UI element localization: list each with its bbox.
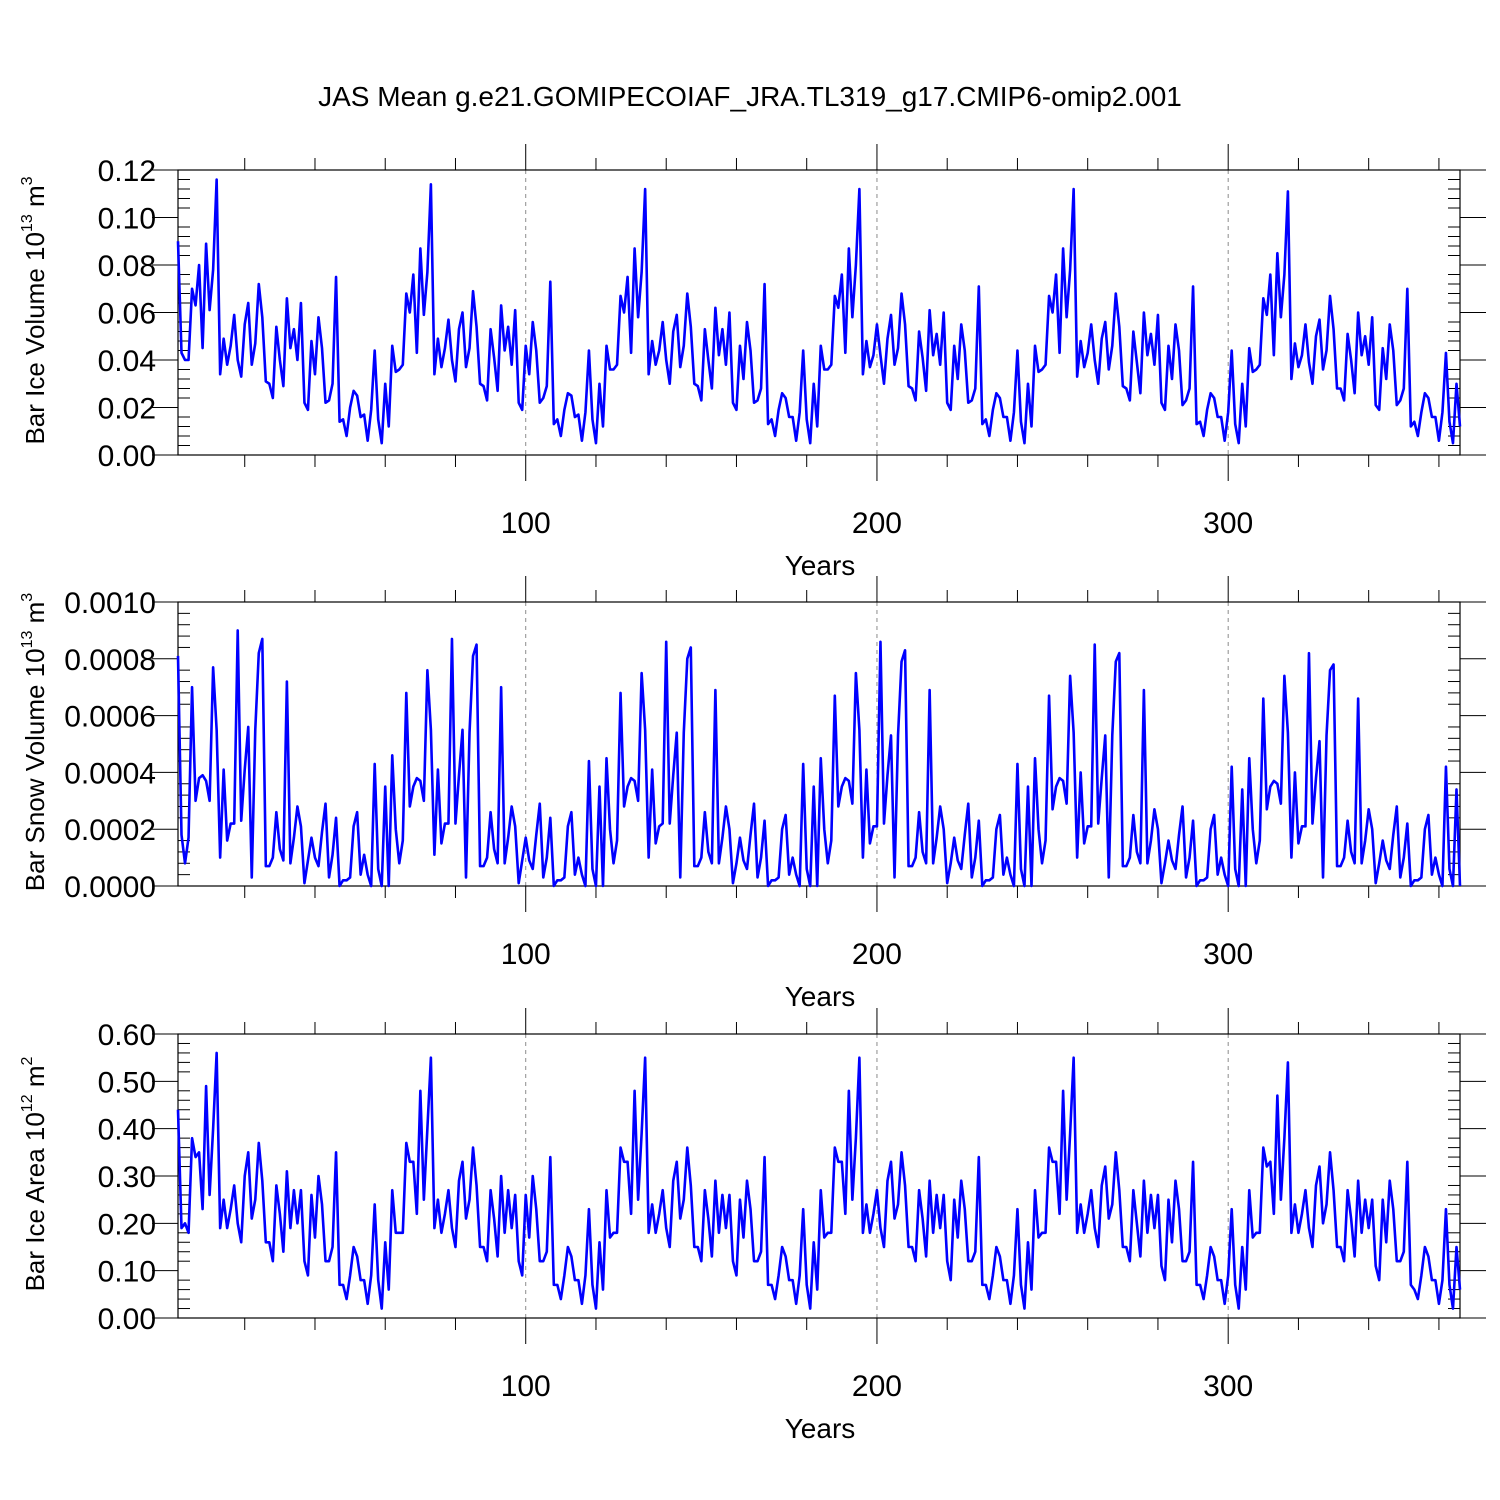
panel-volume-xtick-label-100: 100 (501, 507, 551, 540)
panel-volume-ytick-label-1: 0.02 (98, 393, 156, 426)
panel-volume-xlabel: Years (785, 550, 856, 581)
panel-snow-xtick-label-200: 200 (852, 938, 902, 971)
panel-snow-ytick-label-5: 0.0010 (64, 587, 156, 620)
panel-area-ytick-label-2: 0.20 (98, 1208, 156, 1241)
panel-snow-frame (177, 601, 1461, 887)
panel-area-ticks: 100 200 300 0.00 0.10 0.20 0.30 0.40 0.50 0.60 (98, 1008, 1486, 1403)
panel-area: 100 200 300 0.00 0.10 0.20 0.30 0.40 0.50 0.60 Ye… (19, 1008, 1486, 1444)
panel-volume-ytick-label-2: 0.04 (98, 345, 156, 378)
panel-area-frame (177, 1033, 1461, 1319)
panel-volume-xtick-label-300: 300 (1203, 507, 1253, 540)
panel-area-ytick-label-0: 0.00 (98, 1303, 156, 1336)
panel-snow-ytick-label-3: 0.0006 (64, 701, 156, 734)
panel-area-ytick-label-1: 0.10 (98, 1256, 156, 1289)
panel-area-xtick-label-200: 200 (852, 1370, 902, 1403)
panel-volume-ytick-label-3: 0.06 (98, 298, 156, 331)
panel-volume-frame (177, 169, 1461, 456)
panel-snow-ticks: 100 200 300 0.0000 0.0002 0.0004 0.0006 0.0008 0… (64, 576, 1486, 971)
panel-snow: 100 200 300 0.0000 0.0002 0.0004 0.0006 0.0008 0… (19, 576, 1486, 1012)
panel-area-ytick-label-6: 0.60 (98, 1019, 156, 1052)
panel-area-ytick-label-5: 0.50 (98, 1066, 156, 1099)
panel-snow-ytick-label-1: 0.0002 (64, 814, 156, 847)
panel-volume-ylabel: Bar Ice Volume 1013 m3 (19, 176, 50, 444)
panel-area-xtick-label-300: 300 (1203, 1370, 1253, 1403)
panel-snow-ytick-label-4: 0.0008 (64, 644, 156, 677)
panel-snow-xtick-label-100: 100 (501, 938, 551, 971)
panel-area-xlabel: Years (785, 1413, 856, 1444)
panel-area-series-line (176, 1051, 1462, 1310)
panel-snow-xtick-label-300: 300 (1203, 938, 1253, 971)
panel-volume-grid (525, 170, 1229, 455)
panel-area-ytick-label-3: 0.30 (98, 1161, 156, 1194)
panel-volume-ytick-label-5: 0.10 (98, 203, 156, 236)
panel-area-xtick-label-100: 100 (501, 1370, 551, 1403)
panel-snow-ytick-label-2: 0.0004 (64, 757, 156, 790)
panel-volume-ytick-label-4: 0.08 (98, 250, 156, 283)
panel-volume-ytick-label-6: 0.12 (98, 155, 156, 188)
panel-snow-series-line (176, 629, 1462, 888)
panel-snow-ylabel: Bar Snow Volume 1013 m3 (19, 593, 50, 892)
panel-volume-ytick-label-0: 0.00 (98, 440, 156, 473)
panel-snow-xlabel: Years (785, 981, 856, 1012)
panel-volume-xtick-label-200: 200 (852, 507, 902, 540)
panel-area-ytick-label-4: 0.40 (98, 1114, 156, 1147)
chart-title: JAS Mean g.e21.GOMIPECOIAF_JRA.TL319_g17… (318, 81, 1182, 112)
panel-snow-ytick-label-0: 0.0000 (64, 871, 156, 904)
panel-volume: 100 200 300 0.00 0.02 0.04 0.06 0.08 0.10 0.12 Ye… (19, 144, 1486, 581)
panel-area-ylabel: Bar Ice Area 1012 m2 (19, 1056, 50, 1291)
panel-volume-ticks: 100 200 300 0.00 0.02 0.04 0.06 0.08 0.10 0.12 (98, 144, 1486, 540)
panel-volume-series-line (176, 178, 1462, 445)
